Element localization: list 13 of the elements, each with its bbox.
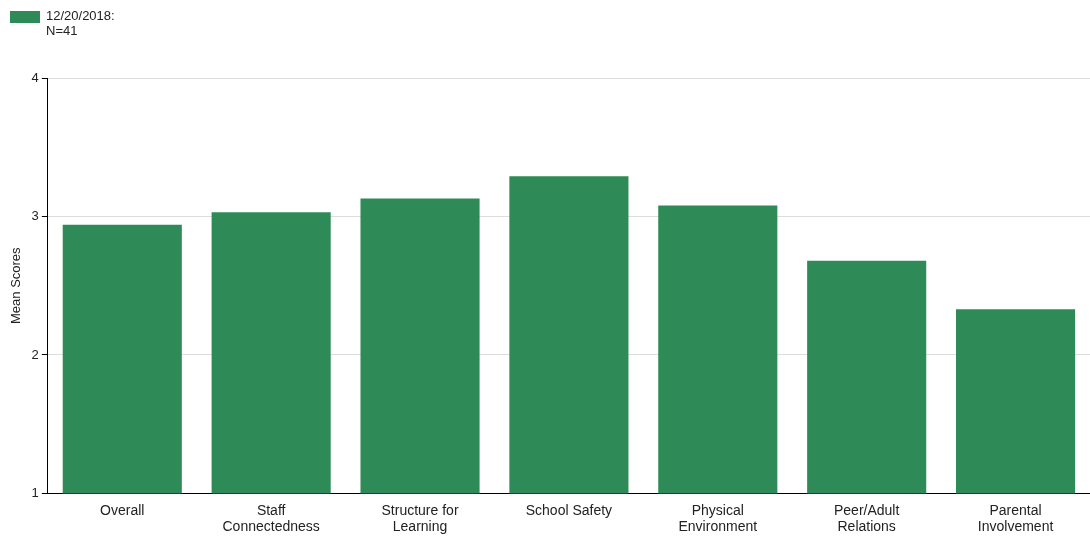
x-tick-label: Parental Involvement (977, 501, 1054, 535)
legend-label: 12/20/2018: N=41 (46, 8, 116, 38)
x-tick-label: Overall (100, 501, 145, 518)
y-tick-label: 2 (31, 346, 39, 362)
x-tick-label: Peer/Adult Relations (833, 501, 900, 535)
x-tick-label: Staff Connectedness (222, 501, 320, 535)
y-tick-label: 4 (31, 69, 39, 85)
x-tick-label: School Safety (525, 501, 613, 518)
y-tick-label: 3 (31, 208, 39, 224)
y-tick-label: 1 (31, 484, 39, 500)
y-axis-title: Mean Scores (8, 246, 24, 324)
x-tick-label: Structure for Learning (381, 501, 459, 535)
x-tick-label: Physical Environment (678, 501, 758, 535)
